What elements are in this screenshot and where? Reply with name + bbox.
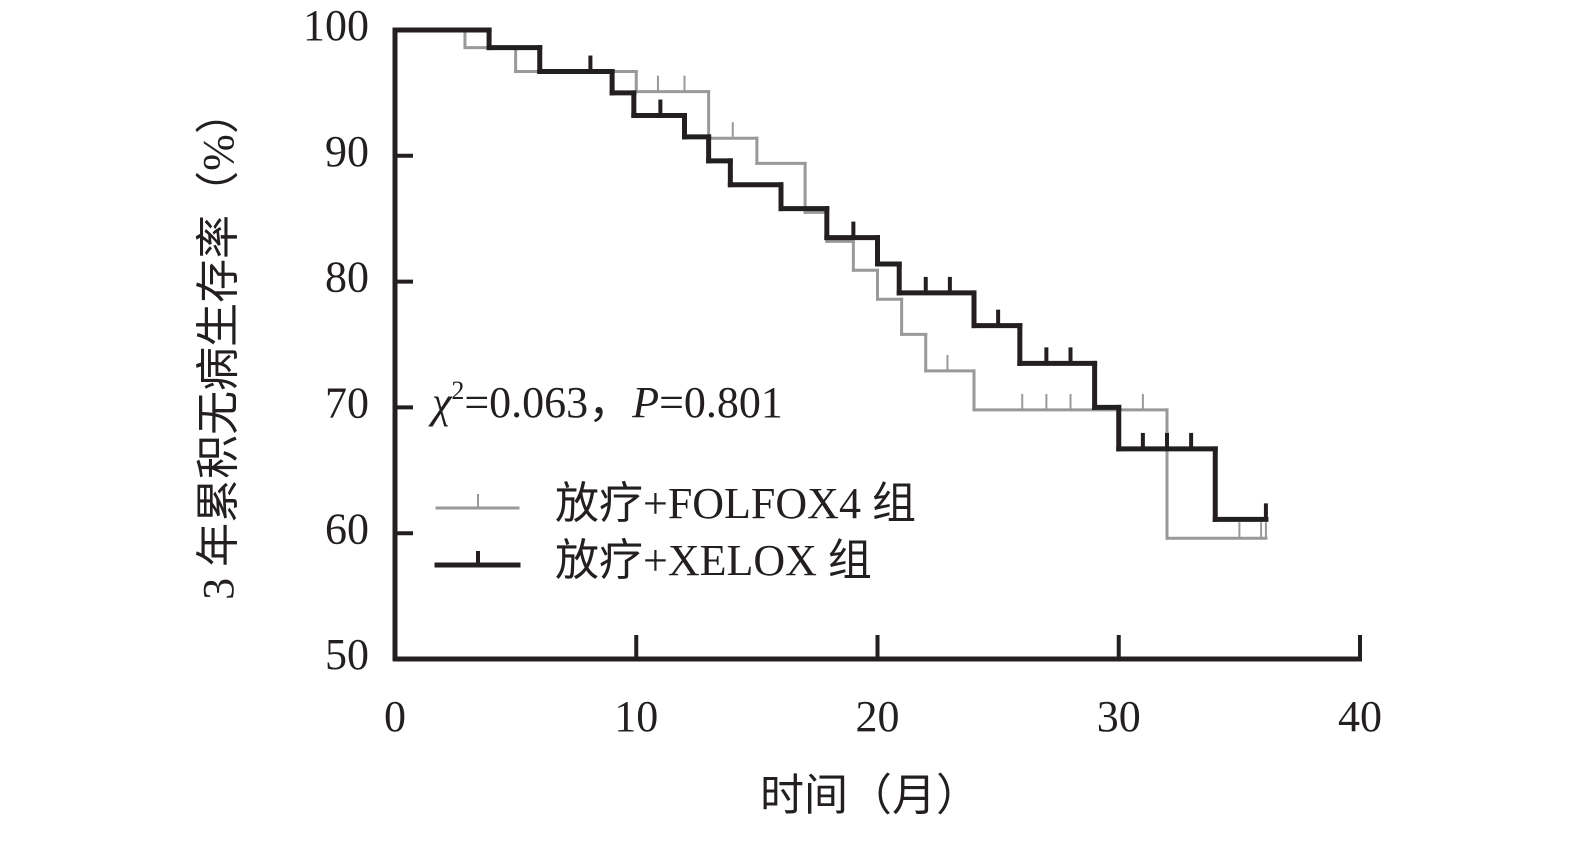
x-tick-label: 20 — [856, 692, 900, 741]
annotation-part: P — [631, 378, 659, 427]
y-tick-label: 70 — [325, 378, 369, 427]
y-tick-label: 90 — [325, 127, 369, 176]
annotation-part: 2 — [451, 376, 464, 405]
x-tick-label: 10 — [614, 692, 658, 741]
annotation-part: χ — [428, 378, 453, 427]
legend-label: 放疗+FOLFOX4 组 — [555, 479, 916, 528]
x-tick-label: 30 — [1097, 692, 1141, 741]
legend-label: 放疗+XELOX 组 — [555, 536, 872, 585]
annotation-part: =0.801 — [659, 378, 783, 427]
y-tick-label: 80 — [325, 253, 369, 302]
y-axis-label: 3 年累积无病生存率（%） — [194, 90, 243, 600]
y-tick-label: 60 — [325, 504, 369, 553]
annotation-part: =0.063， — [464, 378, 632, 427]
y-tick-label: 50 — [325, 630, 369, 679]
x-axis-label: 时间（月） — [760, 771, 980, 820]
y-tick-label: 100 — [303, 1, 369, 50]
x-tick-label: 40 — [1338, 692, 1382, 741]
annotation: χ2=0.063，P=0.801 — [428, 376, 783, 427]
x-tick-label: 0 — [384, 692, 406, 741]
